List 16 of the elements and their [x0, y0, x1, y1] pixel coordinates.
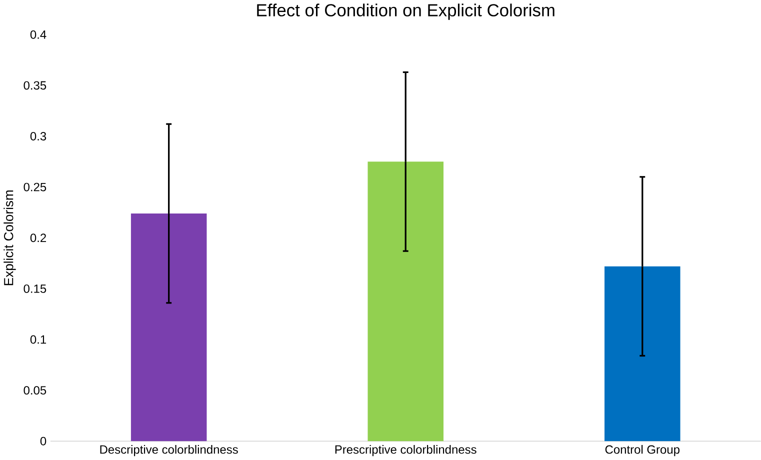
y-tick-label: 0.25 — [24, 182, 46, 192]
y-tick-label: 0.1 — [30, 335, 46, 344]
y-tick-label: 0.4 — [30, 30, 46, 39]
x-tick-label: Descriptive colorblindness — [100, 445, 238, 456]
y-tick-label: 0 — [40, 437, 46, 446]
chart-title: Effect of Condition on Explicit Colorism — [257, 4, 554, 20]
y-tick-label: 0.3 — [30, 132, 46, 141]
y-axis-title: Explicit Colorism — [4, 190, 16, 286]
y-tick-label: 0.05 — [24, 386, 46, 395]
x-tick-label: Control Group — [605, 445, 680, 456]
bar — [368, 162, 444, 442]
x-tick-label: Prescriptive colorblindness — [335, 445, 476, 456]
y-tick-label: 0.2 — [30, 234, 46, 242]
y-tick-label: 0.15 — [24, 284, 46, 294]
y-tick-label: 0.35 — [24, 81, 46, 90]
bar — [130, 214, 207, 442]
